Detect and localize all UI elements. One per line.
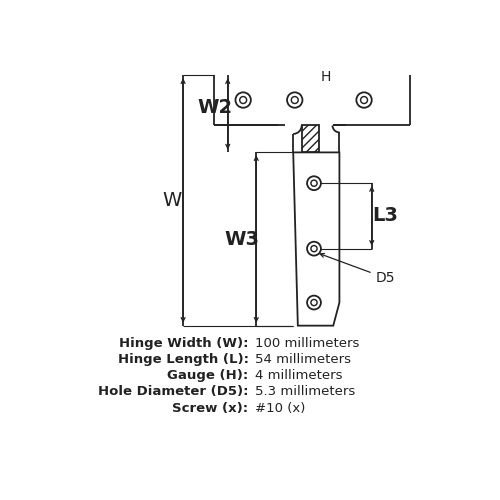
- Text: Gauge (H):: Gauge (H):: [168, 369, 248, 382]
- Circle shape: [292, 96, 298, 103]
- Text: #10 (x): #10 (x): [254, 402, 305, 414]
- Circle shape: [356, 92, 372, 108]
- Text: 54 millimeters: 54 millimeters: [254, 353, 350, 366]
- Circle shape: [311, 300, 317, 306]
- Text: D5: D5: [320, 254, 395, 285]
- Text: L3: L3: [372, 206, 398, 226]
- Text: 5.3 millimeters: 5.3 millimeters: [254, 386, 355, 398]
- Circle shape: [307, 296, 321, 310]
- Text: H: H: [320, 70, 330, 84]
- Text: Screw (x):: Screw (x):: [172, 402, 248, 414]
- Polygon shape: [293, 152, 340, 326]
- Circle shape: [240, 96, 246, 103]
- Circle shape: [307, 242, 321, 256]
- Circle shape: [360, 96, 368, 103]
- Text: Hinge Width (W):: Hinge Width (W):: [119, 337, 248, 350]
- Text: W2: W2: [198, 98, 233, 117]
- Text: 4 millimeters: 4 millimeters: [254, 369, 342, 382]
- Circle shape: [307, 176, 321, 190]
- Bar: [302, 126, 320, 152]
- Text: 100 millimeters: 100 millimeters: [254, 337, 359, 350]
- Circle shape: [311, 246, 317, 252]
- Text: Hinge Length (L):: Hinge Length (L):: [118, 353, 248, 366]
- Circle shape: [236, 92, 251, 108]
- Text: W3: W3: [225, 230, 260, 248]
- Text: Hole Diameter (D5):: Hole Diameter (D5):: [98, 386, 248, 398]
- Circle shape: [311, 180, 317, 186]
- Text: W: W: [162, 191, 182, 210]
- Bar: [302, 126, 320, 152]
- Circle shape: [287, 92, 302, 108]
